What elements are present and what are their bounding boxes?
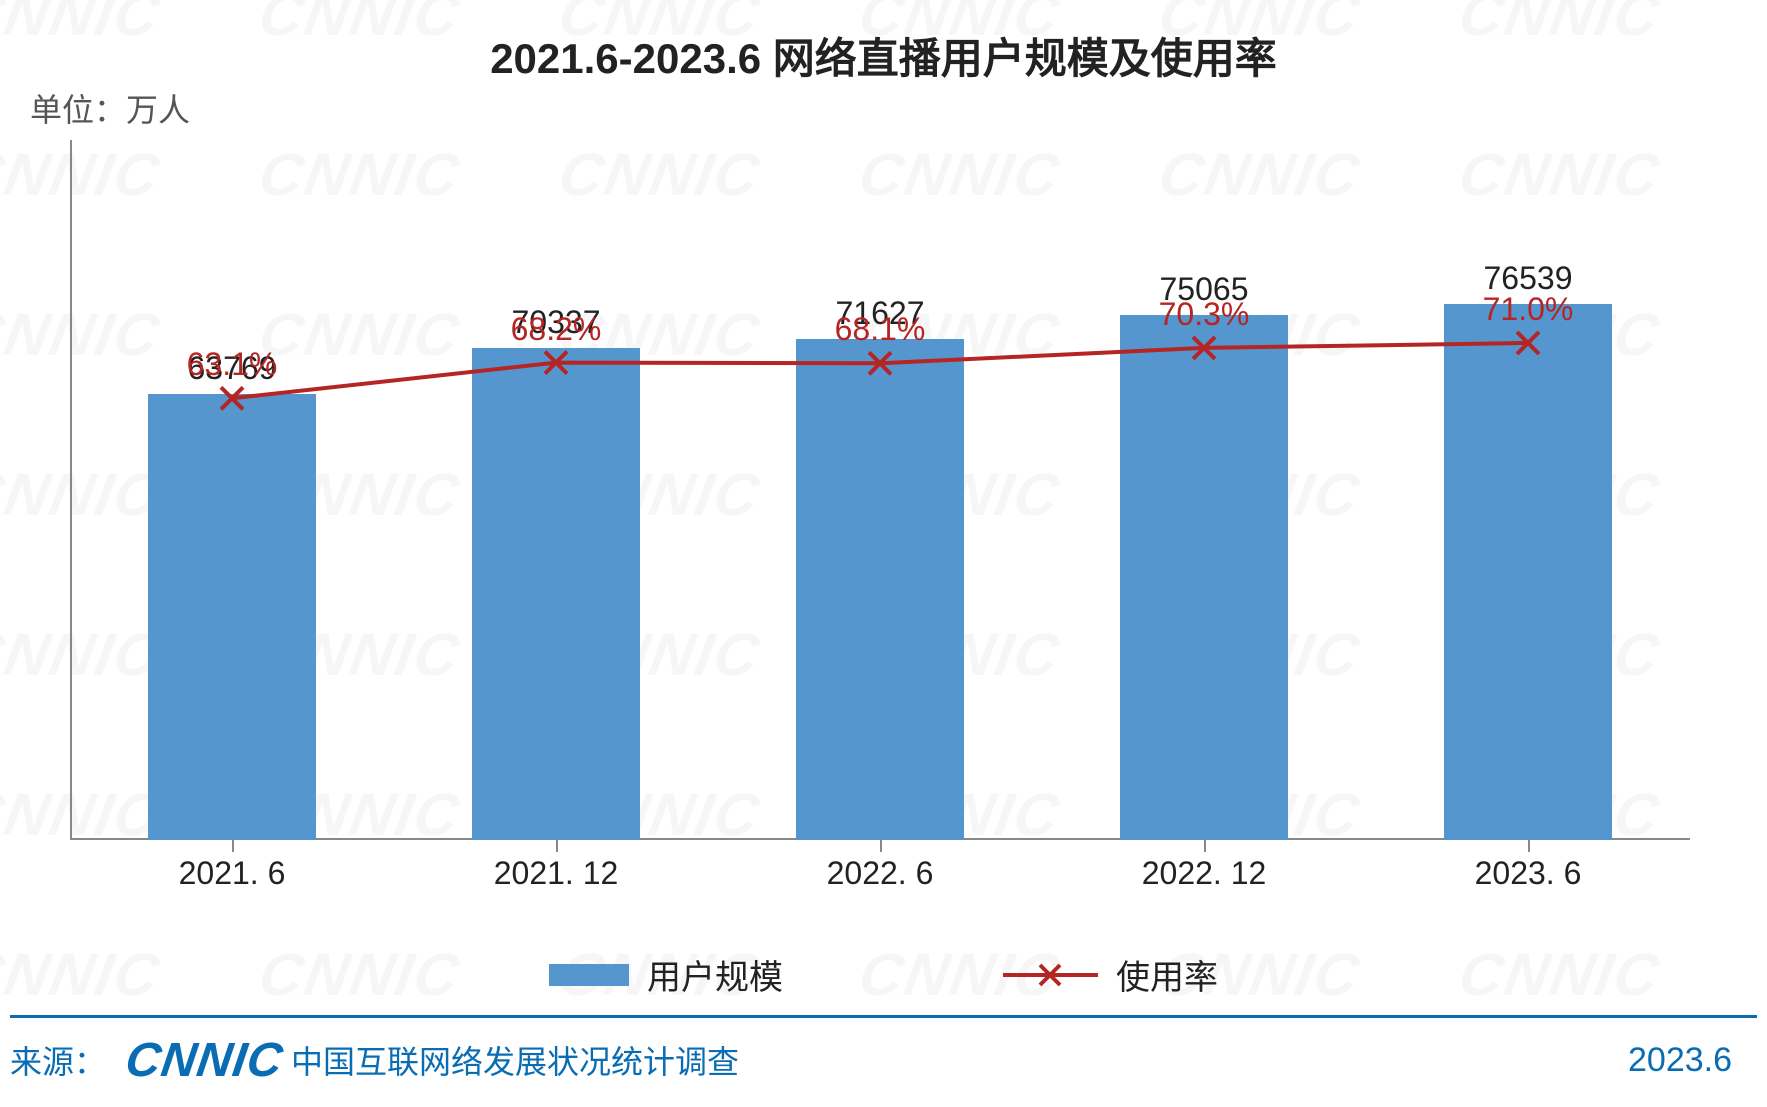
legend-label-line: 使用率 xyxy=(1116,950,1218,999)
x-tick xyxy=(880,840,882,852)
x-axis-label: 2023. 6 xyxy=(1408,855,1648,892)
legend-swatch-bar xyxy=(549,964,629,986)
line-value-label: 68.1% xyxy=(780,311,980,348)
x-axis-label: 2021. 6 xyxy=(112,855,352,892)
line-value-label: 63.1% xyxy=(132,346,332,383)
line-series-svg xyxy=(70,140,1690,840)
x-tick xyxy=(1204,840,1206,852)
x-axis-label: 2021. 12 xyxy=(436,855,676,892)
footer-divider xyxy=(10,1015,1757,1018)
line-value-label: 68.2% xyxy=(456,311,656,348)
line-value-label: 70.3% xyxy=(1104,296,1304,333)
legend-item-bar: 用户规模 xyxy=(549,950,783,999)
line-value-label: 71.0% xyxy=(1428,291,1628,328)
footer-logo: CNNIC xyxy=(122,1033,287,1088)
legend: 用户规模 使用率 xyxy=(0,950,1767,999)
footer-date: 2023.6 xyxy=(1628,1041,1732,1080)
x-tick xyxy=(1528,840,1530,852)
footer: 来源： CNNIC 中国互联网络发展状况统计调查 2023.6 xyxy=(10,1025,1757,1095)
chart-title: 2021.6-2023.6 网络直播用户规模及使用率 xyxy=(0,25,1767,86)
legend-swatch-line xyxy=(1003,960,1098,990)
x-axis-label: 2022. 12 xyxy=(1084,855,1324,892)
x-axis-label: 2022. 6 xyxy=(760,855,1000,892)
x-tick xyxy=(556,840,558,852)
footer-source-label: 来源： xyxy=(10,1037,106,1083)
legend-item-line: 使用率 xyxy=(1003,950,1218,999)
footer-desc: 中国互联网络发展状况统计调查 xyxy=(291,1037,739,1083)
x-tick xyxy=(232,840,234,852)
unit-label: 单位：万人 xyxy=(30,85,190,131)
legend-label-bar: 用户规模 xyxy=(647,950,783,999)
